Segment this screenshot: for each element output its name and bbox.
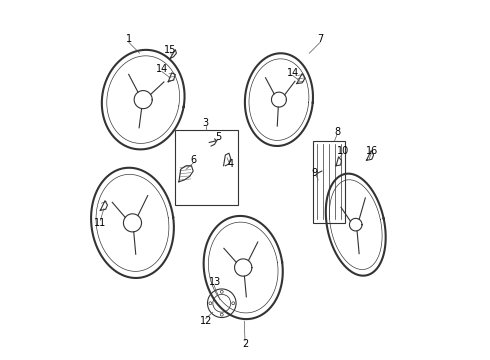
- Text: 12: 12: [199, 316, 212, 326]
- Text: 1: 1: [126, 34, 132, 44]
- Text: 8: 8: [335, 127, 341, 137]
- Bar: [175, 130, 238, 205]
- Text: 3: 3: [203, 118, 209, 128]
- Text: 14: 14: [156, 64, 168, 74]
- Text: 4: 4: [228, 159, 234, 169]
- Bar: [313, 141, 345, 223]
- Text: 2: 2: [242, 339, 248, 349]
- Text: 16: 16: [366, 147, 378, 157]
- Text: 11: 11: [94, 218, 106, 228]
- Text: 14: 14: [287, 68, 299, 78]
- Text: 13: 13: [209, 277, 221, 287]
- Text: 7: 7: [317, 34, 323, 44]
- Text: 5: 5: [215, 132, 221, 142]
- Text: 9: 9: [312, 168, 318, 178]
- Text: 10: 10: [337, 147, 349, 157]
- Text: 15: 15: [164, 45, 176, 55]
- Text: 6: 6: [190, 156, 196, 165]
